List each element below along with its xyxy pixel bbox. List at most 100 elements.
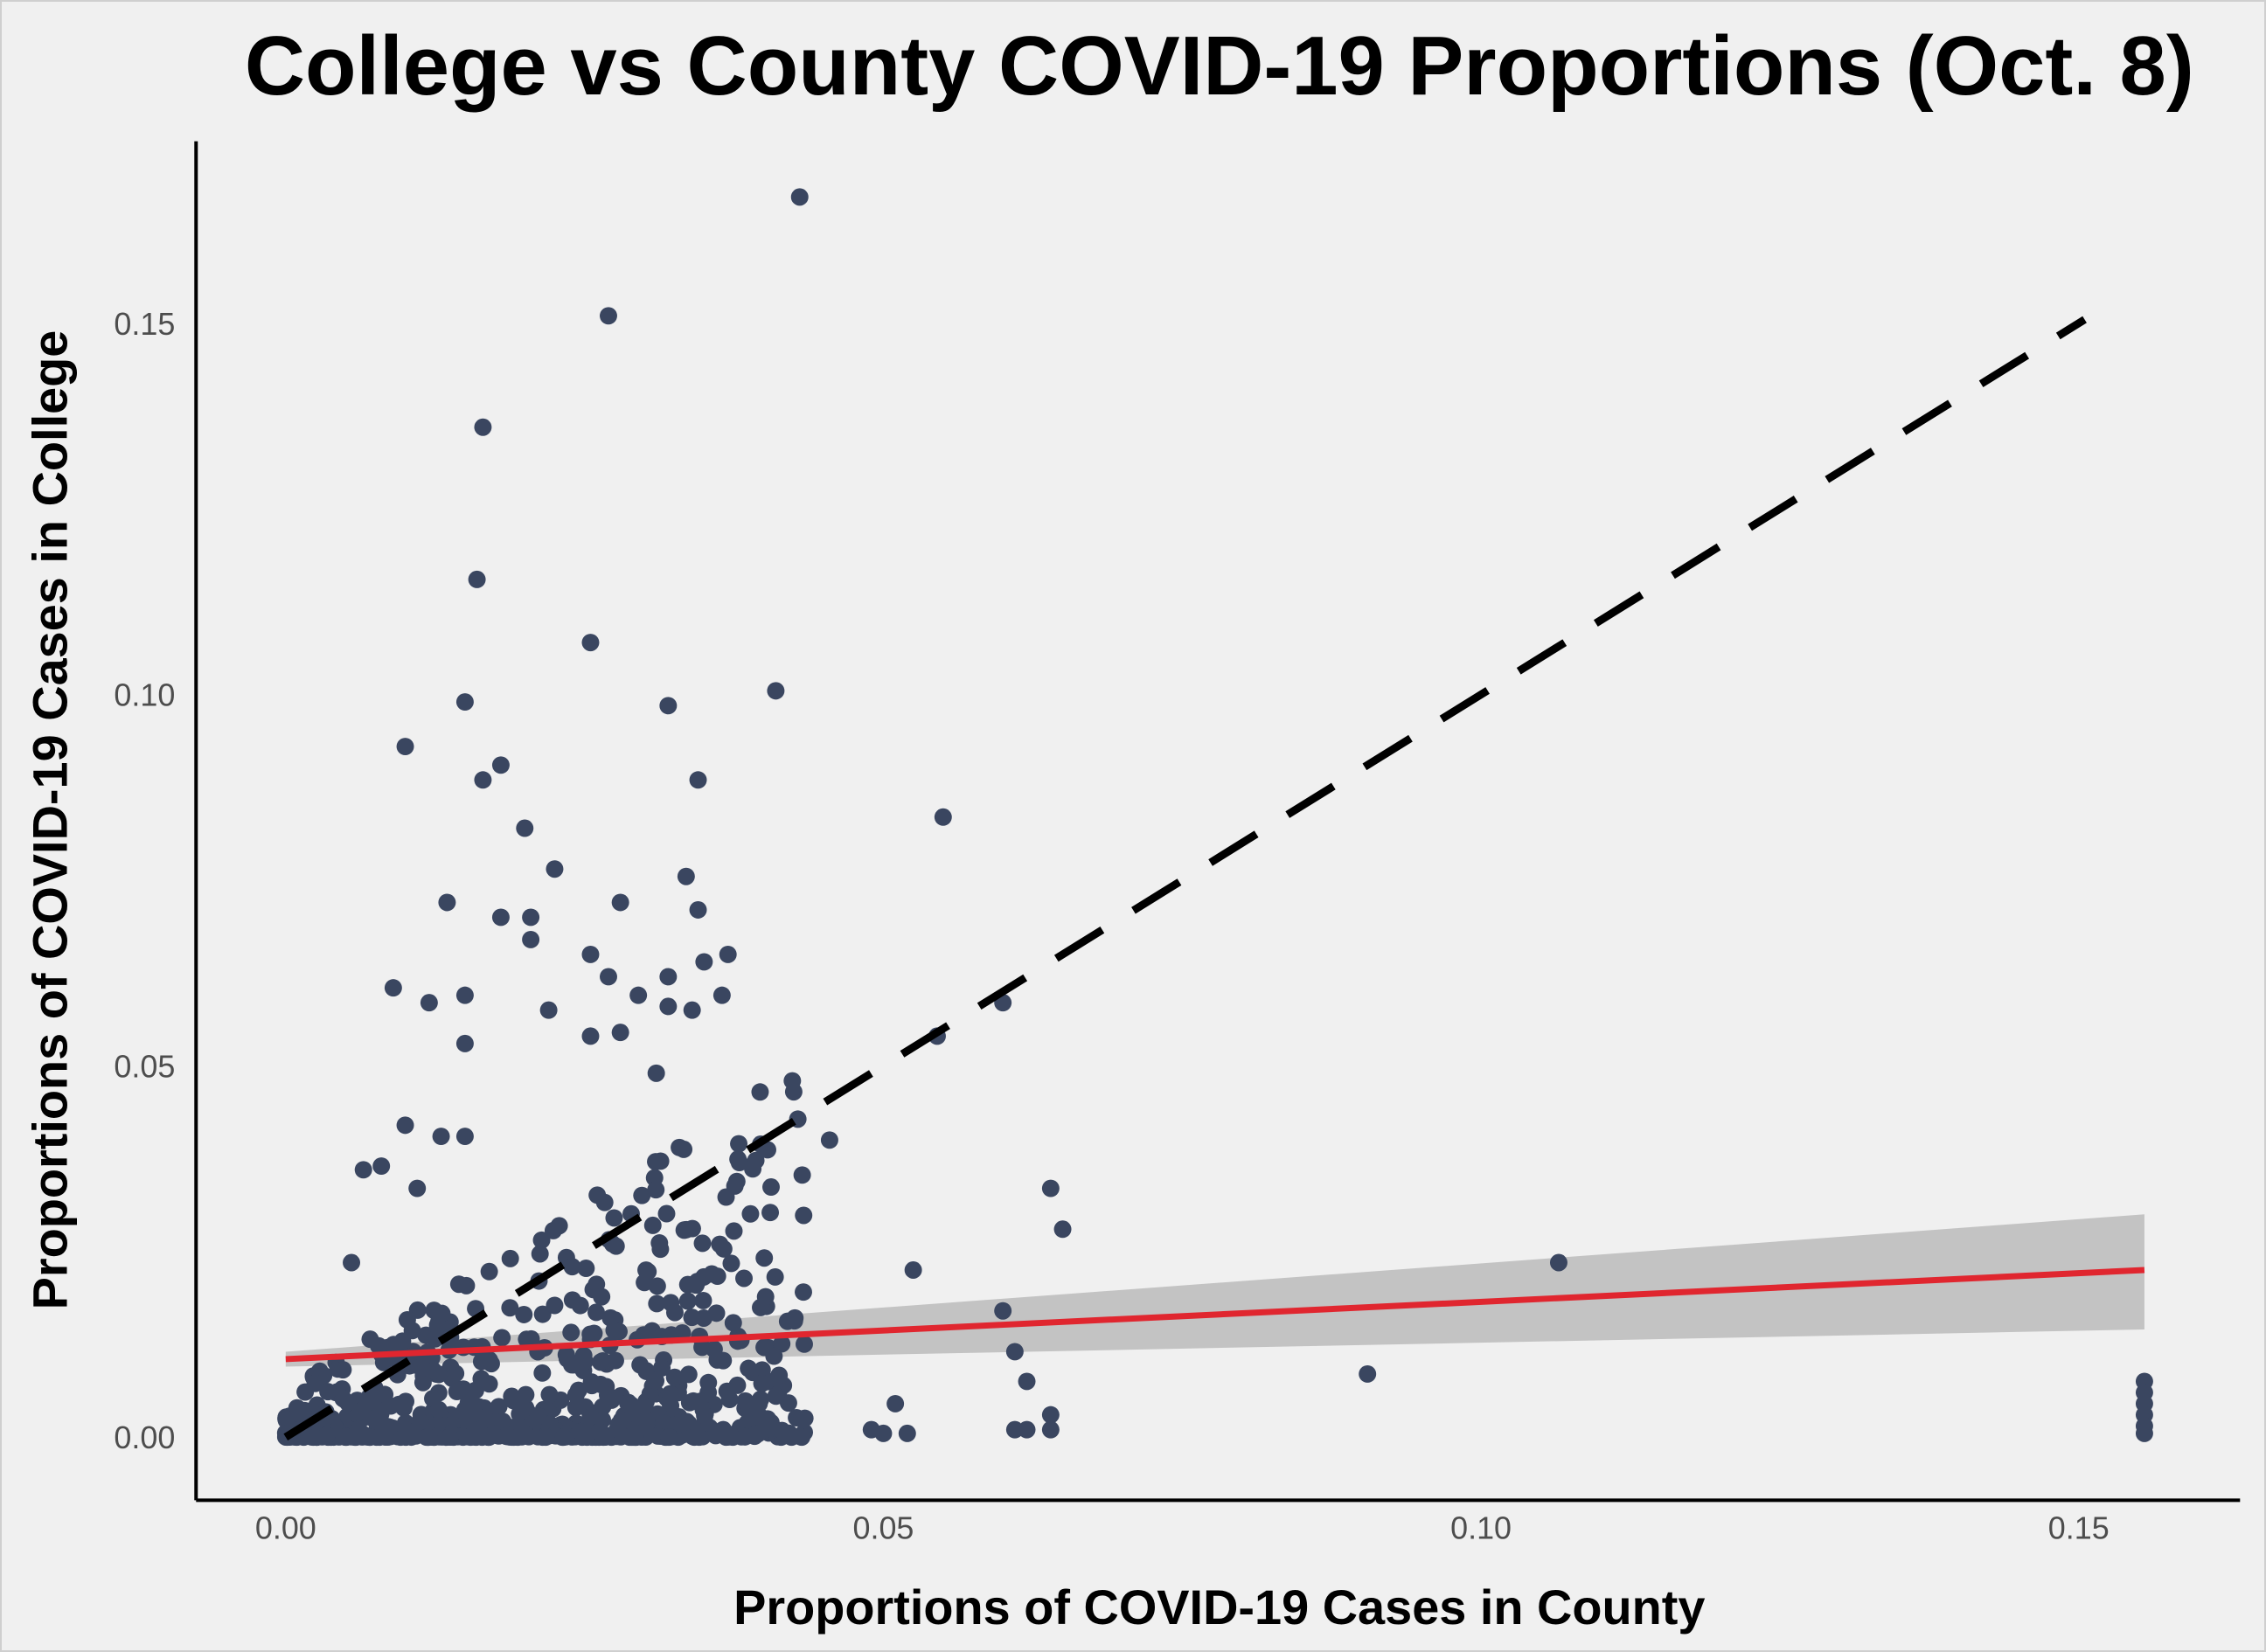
data-point bbox=[472, 1370, 490, 1388]
data-point bbox=[1005, 1420, 1024, 1439]
x-tick-label: 0.15 bbox=[2048, 1510, 2110, 1545]
data-point bbox=[306, 1374, 324, 1392]
data-point bbox=[424, 1362, 442, 1380]
data-point bbox=[546, 860, 564, 878]
data-point bbox=[591, 1375, 609, 1393]
data-point bbox=[289, 1404, 308, 1422]
data-point bbox=[724, 1314, 742, 1332]
data-point bbox=[795, 1206, 813, 1225]
data-point bbox=[629, 986, 648, 1004]
data-point bbox=[1053, 1220, 1072, 1239]
data-point bbox=[394, 1399, 413, 1417]
data-point bbox=[354, 1161, 372, 1179]
data-point bbox=[633, 1186, 651, 1204]
data-point bbox=[472, 1352, 490, 1371]
data-point bbox=[696, 1406, 714, 1425]
data-point bbox=[1359, 1364, 1377, 1383]
data-point bbox=[474, 771, 492, 789]
data-point bbox=[647, 1371, 665, 1390]
data-point bbox=[767, 682, 785, 700]
data-point bbox=[694, 1291, 712, 1309]
data-point bbox=[539, 1001, 558, 1019]
data-point bbox=[563, 1291, 581, 1309]
data-point bbox=[653, 1358, 671, 1377]
chart-title: College vs County COVID-19 Proportions (… bbox=[245, 19, 2194, 113]
data-point bbox=[455, 986, 474, 1004]
data-point bbox=[501, 1249, 519, 1267]
y-tick-label: 0.15 bbox=[114, 306, 175, 342]
data-point bbox=[665, 1368, 684, 1386]
data-point bbox=[744, 1160, 762, 1178]
data-point bbox=[447, 1364, 465, 1383]
data-point bbox=[587, 1303, 605, 1322]
data-point bbox=[648, 1277, 666, 1295]
data-point bbox=[648, 1295, 666, 1313]
data-point bbox=[1005, 1343, 1024, 1361]
data-point bbox=[1549, 1253, 1567, 1272]
data-point bbox=[562, 1323, 580, 1342]
data-point bbox=[699, 1373, 718, 1392]
data-point bbox=[647, 1064, 665, 1082]
data-point bbox=[419, 1428, 437, 1447]
data-point bbox=[455, 1400, 474, 1419]
data-point bbox=[679, 1365, 698, 1384]
data-point bbox=[498, 1426, 516, 1445]
data-point bbox=[1018, 1372, 1036, 1391]
data-point bbox=[904, 1261, 922, 1279]
data-point bbox=[886, 1394, 905, 1413]
data-point bbox=[1041, 1179, 1060, 1197]
data-point bbox=[753, 1374, 771, 1392]
data-point bbox=[727, 1172, 746, 1190]
data-point bbox=[581, 634, 600, 652]
data-point bbox=[611, 893, 629, 912]
data-point bbox=[626, 1426, 644, 1444]
x-tick-label: 0.10 bbox=[1450, 1510, 1512, 1545]
data-point bbox=[934, 808, 952, 826]
data-point bbox=[605, 1209, 623, 1227]
data-point bbox=[429, 1400, 448, 1419]
identity-reference-line bbox=[283, 316, 2087, 1440]
data-point bbox=[590, 1423, 608, 1441]
data-point bbox=[693, 1234, 712, 1253]
data-point bbox=[566, 1385, 585, 1404]
data-point bbox=[659, 697, 678, 715]
data-point bbox=[438, 893, 456, 912]
data-point bbox=[643, 1216, 662, 1234]
data-point bbox=[796, 1335, 813, 1353]
data-point bbox=[759, 1410, 777, 1428]
data-point bbox=[491, 908, 510, 927]
data-point bbox=[898, 1424, 916, 1442]
data-point bbox=[503, 1387, 521, 1406]
data-point bbox=[695, 953, 713, 971]
data-point bbox=[750, 1394, 768, 1413]
data-point bbox=[722, 1254, 740, 1273]
data-point bbox=[657, 1204, 676, 1223]
data-point bbox=[659, 968, 678, 986]
data-point bbox=[1041, 1420, 1060, 1439]
data-point bbox=[515, 1305, 533, 1323]
data-point bbox=[660, 1428, 678, 1447]
data-point bbox=[408, 1179, 427, 1197]
data-point bbox=[372, 1157, 391, 1176]
data-point bbox=[678, 1292, 697, 1310]
data-point bbox=[455, 693, 474, 711]
data-point bbox=[736, 1392, 754, 1410]
data-point bbox=[384, 979, 402, 997]
data-point bbox=[448, 1383, 466, 1401]
data-point bbox=[874, 1424, 893, 1442]
data-point bbox=[759, 1141, 776, 1159]
x-tick-label: 0.00 bbox=[255, 1510, 316, 1545]
data-point bbox=[751, 1083, 769, 1101]
data-point bbox=[661, 1385, 679, 1403]
data-point bbox=[516, 819, 534, 837]
data-point bbox=[820, 1131, 838, 1149]
data-point bbox=[352, 1426, 371, 1444]
data-point bbox=[719, 1427, 738, 1446]
data-point bbox=[468, 570, 486, 588]
data-point bbox=[522, 908, 540, 927]
data-point bbox=[455, 1034, 474, 1052]
y-axis-ticks: 0.00 0.05 0.10 0.15 bbox=[114, 306, 175, 1455]
data-point bbox=[671, 1138, 689, 1156]
data-point bbox=[533, 1364, 552, 1382]
